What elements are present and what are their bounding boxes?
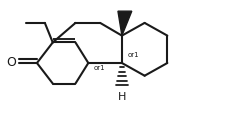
- Text: or1: or1: [127, 52, 139, 58]
- Text: O: O: [6, 56, 16, 70]
- Text: H: H: [117, 92, 126, 102]
- Polygon shape: [117, 11, 131, 36]
- Text: or1: or1: [93, 65, 104, 71]
